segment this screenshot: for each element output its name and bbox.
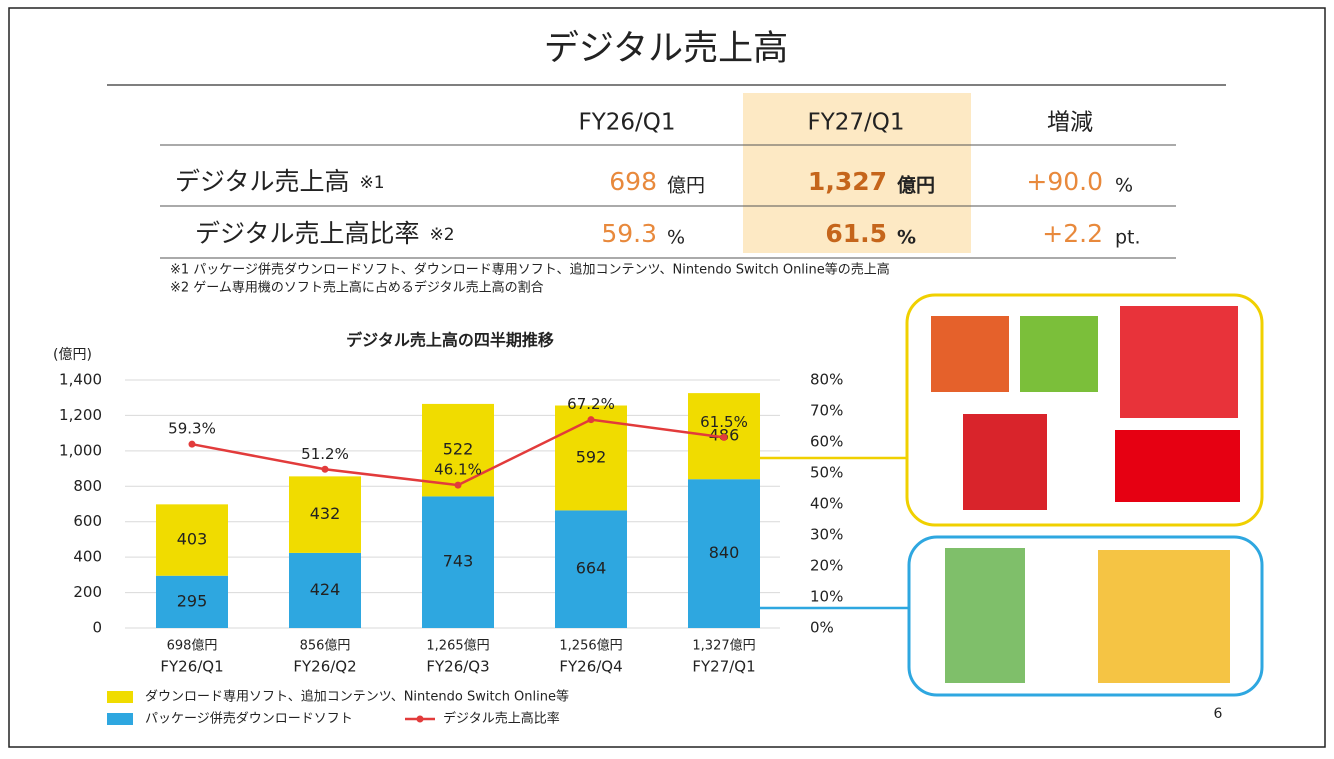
y-tick-label: 400: [73, 548, 102, 566]
bar-segment: [555, 510, 627, 628]
total-label: 698億円: [167, 638, 218, 654]
product-image: [1020, 316, 1098, 392]
ratio-point: [720, 433, 728, 441]
column-header: FY26/Q1: [578, 110, 675, 136]
bar-value-label: 840: [709, 543, 740, 562]
slide-title: デジタル売上高: [544, 29, 788, 69]
ratio-label: 59.3%: [168, 420, 216, 438]
total-label: 1,327億円: [692, 638, 755, 654]
bar-value-label: 592: [576, 447, 607, 466]
y-tick-label: 1,400: [59, 371, 102, 389]
row-label-text: デジタル売上高: [175, 167, 350, 196]
cell-value: 59.3: [601, 219, 657, 248]
y-tick-label: 200: [73, 583, 102, 601]
y2-tick-label: 10%: [810, 588, 843, 606]
bar-value-label: 432: [310, 504, 341, 523]
y2-tick-label: 80%: [810, 371, 843, 389]
total-label: 1,265億円: [426, 638, 489, 654]
column-header: 増減: [1047, 110, 1093, 136]
y-tick-label: 0: [92, 619, 102, 637]
cell-value: 698: [609, 167, 657, 196]
cell-value: 1,327: [808, 167, 887, 196]
bar-segment: [289, 552, 361, 628]
product-image: [931, 316, 1009, 392]
x-tick-label: FY26/Q4: [559, 658, 622, 676]
x-tick-label: FY26/Q3: [426, 658, 489, 676]
ratio-label: 46.1%: [434, 461, 482, 479]
y2-tick-label: 30%: [810, 526, 843, 544]
ratio-label: 67.2%: [567, 395, 615, 413]
legend-label: デジタル売上高比率: [443, 711, 560, 727]
bar-segment: [289, 476, 361, 553]
y2-tick-label: 70%: [810, 402, 843, 420]
bar-segment: [422, 496, 494, 628]
y-tick-label: 600: [73, 512, 102, 530]
row-note: ※1: [360, 173, 385, 193]
y2-tick-label: 50%: [810, 464, 843, 482]
footnote: ※2 ゲーム専用機のソフト売上高に占めるデジタル売上高の割合: [170, 280, 544, 296]
bar-segment: [156, 575, 228, 628]
ratio-point: [321, 465, 329, 473]
total-label: 1,256億円: [559, 638, 622, 654]
footnote: ※1 パッケージ併売ダウンロードソフト、ダウンロード専用ソフト、追加コンテンツ、…: [170, 262, 890, 278]
y2-tick-label: 0%: [810, 619, 834, 637]
cell-unit: %: [897, 227, 916, 249]
bar-value-label: 743: [443, 552, 474, 571]
bar-value-label: 403: [177, 530, 208, 549]
row-label: デジタル売上高 ※1: [175, 167, 385, 196]
legend-swatch: [107, 691, 133, 703]
product-image: [1098, 550, 1230, 683]
bar-value-label: 295: [177, 591, 208, 610]
page-number: 6: [1214, 706, 1223, 722]
legend-label: ダウンロード専用ソフト、追加コンテンツ、Nintendo Switch Onli…: [145, 689, 569, 705]
cell-unit: pt.: [1115, 227, 1141, 249]
x-tick-label: FY26/Q1: [160, 658, 223, 676]
y2-tick-label: 40%: [810, 495, 843, 513]
highlight-column: [743, 93, 971, 253]
x-tick-label: FY27/Q1: [692, 658, 755, 676]
legend-swatch: [107, 713, 133, 725]
cell-unit: 億円: [667, 175, 705, 197]
row-label-text: デジタル売上高比率: [195, 219, 420, 248]
bar-segment: [422, 403, 494, 497]
y-tick-label: 800: [73, 477, 102, 495]
cell-unit: %: [667, 227, 685, 249]
cell-value: +90.0: [1026, 167, 1103, 196]
bar-value-label: 424: [310, 580, 341, 599]
y2-tick-label: 20%: [810, 557, 843, 575]
legend-label: パッケージ併売ダウンロードソフト: [145, 711, 353, 727]
total-label: 856億円: [300, 638, 351, 654]
ratio-label: 61.5%: [700, 413, 748, 431]
x-tick-label: FY26/Q2: [293, 658, 356, 676]
cell-value: +2.2: [1042, 219, 1103, 248]
product-image: [1120, 306, 1238, 418]
bar-value-label: 522: [443, 440, 474, 459]
row-label: デジタル売上高比率 ※2: [195, 219, 455, 248]
product-image: [1115, 430, 1240, 502]
ratio-point: [587, 416, 595, 424]
cell-unit: %: [1115, 175, 1133, 197]
y-axis-label: (億円): [53, 347, 92, 363]
cell-unit: 億円: [897, 174, 935, 197]
product-image: [945, 548, 1025, 683]
ratio-point: [454, 481, 462, 489]
row-note: ※2: [430, 225, 455, 245]
legend-swatch: [416, 715, 424, 723]
y2-tick-label: 60%: [810, 433, 843, 451]
y-tick-label: 1,200: [59, 406, 102, 424]
slide-frame: [8, 7, 1326, 748]
bar-value-label: 664: [576, 559, 607, 578]
y-tick-label: 1,000: [59, 441, 102, 459]
bar-segment: [688, 479, 760, 628]
product-image: [963, 414, 1047, 510]
ratio-point: [188, 440, 196, 448]
column-header: FY27/Q1: [807, 110, 904, 136]
chart-title: デジタル売上高の四半期推移: [346, 331, 554, 350]
bar-segment: [156, 504, 228, 576]
ratio-label: 51.2%: [301, 445, 349, 463]
cell-value: 61.5: [825, 219, 887, 248]
